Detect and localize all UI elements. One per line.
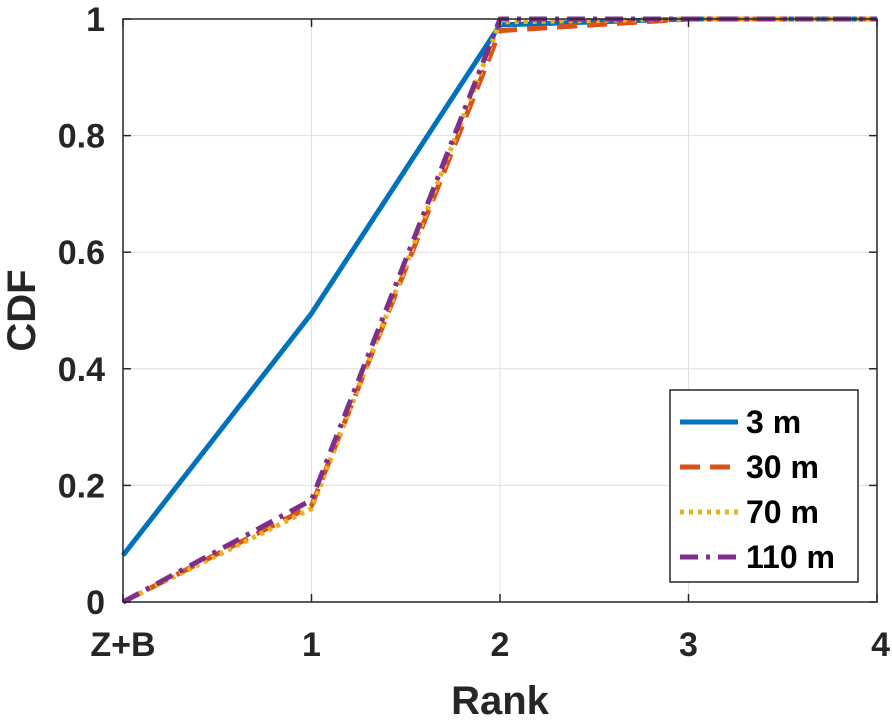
y-tick-label: 1 [86,1,105,39]
y-tick-label: 0.2 [58,467,105,505]
tick-labels: Z+B 1 2 3 4 0 0.2 0.4 0.6 0.8 1 [58,1,890,664]
legend-label: 70 m [746,494,819,530]
x-tick-label: 3 [679,626,698,664]
legend-label: 110 m [746,539,835,575]
x-tick-label: 4 [871,626,890,664]
y-tick-label: 0.6 [58,234,105,272]
legend: 3 m 30 m 70 m 110 m [669,389,859,583]
axis-ticks [122,18,878,603]
x-axis-label: Rank [451,679,550,723]
legend-label: 3 m [746,404,801,440]
x-tick-label: Z+B [90,626,155,664]
y-tick-label: 0.4 [58,351,105,389]
x-tick-label: 2 [491,626,510,664]
y-tick-label: 0.8 [58,118,105,156]
y-axis-label: CDF [0,269,44,351]
legend-label: 30 m [746,449,819,485]
y-tick-label: 0 [86,584,105,622]
x-tick-label: 1 [302,626,321,664]
